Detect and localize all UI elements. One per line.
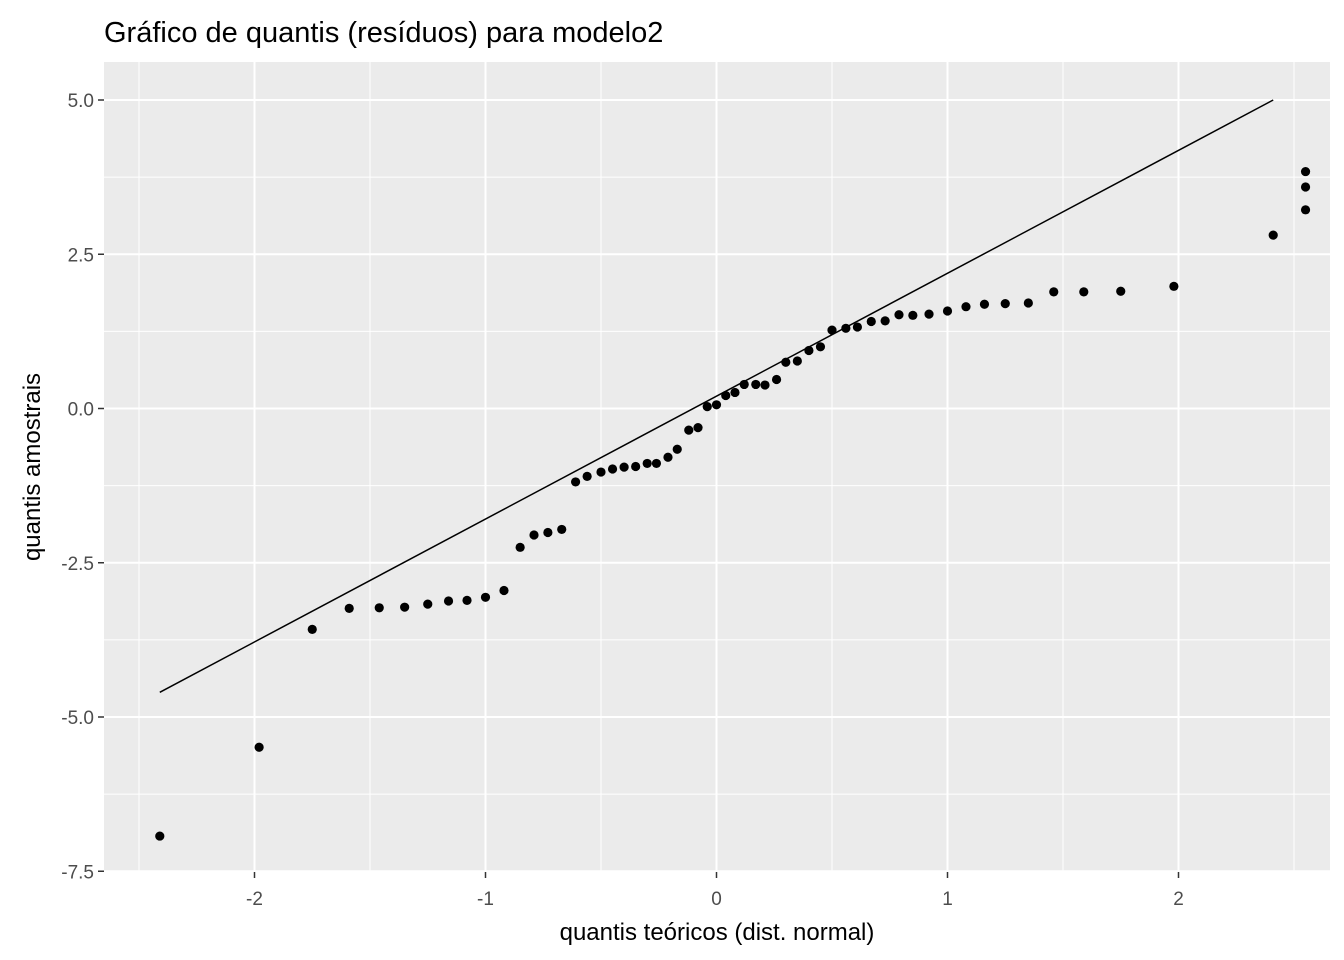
data-point bbox=[760, 380, 770, 390]
data-point bbox=[684, 425, 694, 435]
data-point bbox=[651, 458, 662, 469]
data-point bbox=[582, 471, 592, 481]
x-tick-label: 2 bbox=[1173, 889, 1184, 910]
y-axis-title: quantis amostrais bbox=[19, 373, 46, 561]
data-point bbox=[515, 542, 525, 552]
data-point bbox=[1169, 281, 1179, 291]
data-point bbox=[1268, 230, 1278, 240]
y-tick-label: 2.5 bbox=[68, 245, 94, 266]
data-point bbox=[443, 596, 454, 606]
data-point bbox=[711, 400, 722, 410]
data-point bbox=[663, 452, 673, 462]
data-point bbox=[607, 464, 618, 474]
data-point bbox=[771, 374, 782, 385]
data-point bbox=[693, 423, 703, 433]
data-point bbox=[619, 462, 629, 472]
data-point bbox=[730, 387, 740, 398]
data-points bbox=[155, 166, 1311, 841]
data-point bbox=[155, 831, 165, 841]
chart-title: Gráfico de quantis (resíduos) para model… bbox=[104, 17, 663, 49]
data-point bbox=[866, 316, 876, 327]
data-point bbox=[1300, 166, 1311, 177]
data-point bbox=[400, 602, 410, 612]
y-tick-label: -5.0 bbox=[61, 708, 94, 729]
data-point bbox=[852, 322, 863, 332]
data-point bbox=[924, 309, 934, 319]
x-tick-label: -2 bbox=[246, 889, 263, 910]
data-point bbox=[781, 357, 791, 367]
data-point bbox=[1116, 286, 1126, 296]
data-point bbox=[841, 323, 851, 333]
x-tick-label: -1 bbox=[477, 889, 494, 910]
x-tick-label: 0 bbox=[711, 889, 722, 910]
data-point bbox=[1000, 299, 1010, 309]
data-point bbox=[307, 624, 317, 634]
data-point bbox=[815, 342, 826, 352]
data-point bbox=[423, 599, 433, 609]
data-point bbox=[642, 458, 652, 469]
data-point bbox=[1079, 287, 1089, 297]
data-point bbox=[739, 379, 749, 390]
data-point bbox=[827, 325, 837, 335]
data-point bbox=[961, 302, 971, 312]
y-tick-label: 0.0 bbox=[68, 400, 94, 421]
data-point bbox=[1300, 182, 1311, 192]
data-point bbox=[529, 530, 539, 540]
data-point bbox=[462, 595, 472, 605]
data-point bbox=[908, 310, 918, 320]
major-gridlines bbox=[104, 62, 1330, 873]
data-point bbox=[792, 356, 802, 366]
data-point bbox=[631, 461, 641, 472]
data-point bbox=[1300, 205, 1311, 215]
reference-line-group bbox=[159, 99, 1274, 693]
data-point bbox=[254, 742, 264, 752]
data-point bbox=[702, 402, 712, 412]
reference-line bbox=[159, 99, 1274, 693]
data-point bbox=[804, 345, 814, 356]
data-point bbox=[480, 592, 491, 602]
x-axis-ticks: -2 -1 0 1 2 bbox=[246, 872, 1184, 910]
data-point bbox=[570, 477, 581, 487]
data-point bbox=[557, 524, 567, 535]
y-tick-label: -7.5 bbox=[61, 862, 94, 883]
data-point bbox=[499, 585, 509, 596]
data-point bbox=[374, 603, 384, 613]
data-point bbox=[979, 299, 990, 309]
data-point bbox=[894, 310, 904, 320]
data-point bbox=[596, 467, 606, 477]
data-point bbox=[942, 306, 953, 316]
data-point bbox=[672, 444, 682, 454]
data-point bbox=[751, 379, 761, 390]
data-point bbox=[1049, 287, 1059, 297]
y-tick-label: 5.0 bbox=[68, 91, 94, 112]
data-point bbox=[1023, 298, 1033, 308]
data-point bbox=[543, 527, 553, 538]
data-point bbox=[721, 390, 731, 401]
x-axis-title: quantis teóricos (dist. normal) bbox=[560, 919, 875, 946]
y-tick-label: -2.5 bbox=[61, 554, 94, 575]
y-axis-ticks: -7.5 -5.0 -2.5 0.0 2.5 5.0 bbox=[61, 91, 104, 883]
data-point bbox=[880, 316, 890, 326]
x-tick-label: 1 bbox=[942, 889, 953, 910]
data-point bbox=[344, 603, 354, 614]
